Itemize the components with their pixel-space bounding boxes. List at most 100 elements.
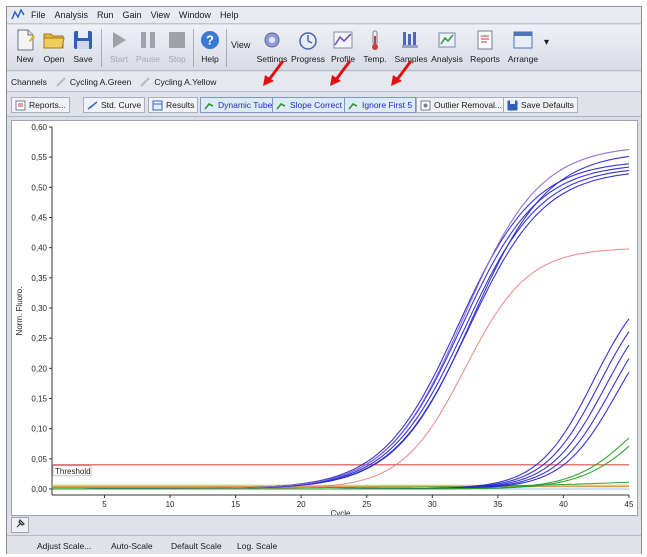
channel-tab-yellow[interactable]: Cycling A.Yellow xyxy=(139,76,216,88)
channels-bar: Channels Cycling A.Green Cycling A.Yello… xyxy=(7,72,641,92)
y-tick-label: 0,40 xyxy=(31,244,47,253)
auto-scale-button[interactable]: Auto-Scale xyxy=(111,541,153,551)
thermometer-icon xyxy=(363,28,387,52)
toolbar-separator xyxy=(226,29,227,67)
save-defaults-icon xyxy=(507,100,518,111)
progress-button[interactable]: Progress xyxy=(289,28,327,68)
threshold-label-box xyxy=(52,465,92,477)
results-button[interactable]: Results xyxy=(148,97,199,113)
plot-bottom-strip xyxy=(7,517,641,534)
log-scale-button[interactable]: Log. Scale xyxy=(237,541,278,551)
save-button[interactable]: Save xyxy=(68,28,98,68)
y-tick-label: 0,35 xyxy=(31,274,47,283)
std-curve-button[interactable]: Std. Curve xyxy=(83,97,146,113)
toolbar-overflow-icon[interactable]: ▾ xyxy=(544,37,550,48)
annotation-arrow xyxy=(330,60,352,86)
y-tick-label: 0,05 xyxy=(31,455,47,464)
open-button[interactable]: Open xyxy=(39,28,69,68)
x-axis-label: Cycle xyxy=(330,509,351,515)
std-curve-icon xyxy=(87,100,98,111)
dynamic-tube-button[interactable]: Dynamic Tube xyxy=(200,97,277,113)
curve-early-blue xyxy=(52,173,630,490)
pin-button[interactable] xyxy=(11,517,29,533)
y-tick-label: 0,55 xyxy=(31,153,47,162)
x-tick-label: 45 xyxy=(625,500,634,509)
ignore-first-button[interactable]: Ignore First 5 xyxy=(344,97,417,113)
temp-button[interactable]: Temp. xyxy=(360,28,390,68)
x-tick-label: 40 xyxy=(559,500,568,509)
y-tick-label: 0,30 xyxy=(31,304,47,313)
slope-correct-icon xyxy=(276,100,287,111)
new-button[interactable]: New xyxy=(10,28,40,68)
help-button[interactable]: ? Help xyxy=(195,28,225,68)
svg-text:?: ? xyxy=(206,33,214,48)
scale-bar: Adjust Scale... Auto-Scale Default Scale… xyxy=(7,535,641,554)
amplification-plot[interactable]: 0,00 0,05 0,10 0,15 0,20 0,25 0,30 0,35 0,40 0,45… xyxy=(11,120,638,518)
slope-correct-button[interactable]: Slope Correct xyxy=(272,97,346,113)
annotation-arrow xyxy=(263,60,285,86)
chart-svg: 0,00 0,05 0,10 0,15 0,20 0,25 0,30 0,35 0,40 0,45… xyxy=(15,123,634,518)
arrange-button[interactable]: Arrange xyxy=(505,28,541,68)
curve-red-curve xyxy=(52,248,630,490)
y-tick-label: 0,60 xyxy=(31,123,47,132)
samples-button[interactable]: Samples xyxy=(394,28,428,68)
analysis-toolbar: Reports... Std. Curve Results Dynamic Tu… xyxy=(7,93,641,117)
threshold-label: Threshold xyxy=(55,467,91,476)
menu-analysis[interactable]: Analysis xyxy=(54,10,89,20)
channel-green-icon xyxy=(55,76,67,88)
channel-yellow-icon xyxy=(139,76,151,88)
y-tick-label: 0,10 xyxy=(31,425,47,434)
menu-gain[interactable]: Gain xyxy=(122,10,142,20)
curve-early-blue xyxy=(52,163,630,490)
curve-early-blue xyxy=(52,155,630,490)
curve-early-blue xyxy=(52,166,630,490)
adjust-scale-button[interactable]: Adjust Scale... xyxy=(37,541,92,551)
curve-green xyxy=(52,445,630,490)
x-tick-label: 15 xyxy=(231,500,240,509)
app-logo-icon xyxy=(11,9,25,21)
progress-icon xyxy=(296,28,320,52)
help-icon: ? xyxy=(198,28,222,52)
y-tick-label: 0,25 xyxy=(31,334,47,343)
dynamic-tube-icon xyxy=(204,100,215,111)
y-axis-label: Norm. Fluoro. xyxy=(15,287,24,336)
save-defaults-button[interactable]: Save Defaults xyxy=(503,97,578,113)
y-tick-label: 0,15 xyxy=(31,394,47,403)
analysis-button[interactable]: Analysis xyxy=(430,28,464,68)
app-window: File Analysis Run Gain View Window Help … xyxy=(6,6,642,554)
reports-dialog-button[interactable]: Reports... xyxy=(11,97,70,113)
x-tick-label: 30 xyxy=(428,500,437,509)
outlier-removal-button[interactable]: Outlier Removal... xyxy=(416,97,507,113)
results-icon xyxy=(152,100,163,111)
menu-file[interactable]: File xyxy=(31,10,46,20)
menu-help[interactable]: Help xyxy=(219,10,239,20)
reports-button[interactable]: Reports xyxy=(468,28,502,68)
start-button[interactable]: Start xyxy=(104,28,134,68)
channel-tab-green[interactable]: Cycling A.Green xyxy=(55,76,131,88)
toolbar-separator xyxy=(193,29,194,67)
new-file-icon xyxy=(13,28,37,52)
profile-button[interactable]: Profile xyxy=(328,28,358,68)
stop-button[interactable]: Stop xyxy=(162,28,192,68)
default-scale-button[interactable]: Default Scale xyxy=(171,541,222,551)
menu-view[interactable]: View xyxy=(150,10,170,20)
save-disk-icon xyxy=(71,28,95,52)
menu-bar: File Analysis Run Gain View Window Help xyxy=(7,7,641,24)
channels-label: Channels xyxy=(11,76,47,87)
pause-button[interactable]: Pause xyxy=(133,28,163,68)
play-icon xyxy=(107,28,131,52)
x-tick-label: 35 xyxy=(493,500,502,509)
settings-icon xyxy=(260,28,284,52)
samples-icon xyxy=(399,28,423,52)
profile-icon xyxy=(331,28,355,52)
curve-early-blue xyxy=(52,169,630,490)
pause-icon xyxy=(136,28,160,52)
menu-run[interactable]: Run xyxy=(97,10,114,20)
y-tick-label: 0,00 xyxy=(31,485,47,494)
y-tick-label: 0,45 xyxy=(31,213,47,222)
menu-window[interactable]: Window xyxy=(178,10,211,20)
x-tick-label: 25 xyxy=(362,500,371,509)
curve-late-blue xyxy=(52,371,630,490)
settings-button[interactable]: Settings xyxy=(255,28,289,68)
y-tick-label: 0,20 xyxy=(31,364,47,373)
